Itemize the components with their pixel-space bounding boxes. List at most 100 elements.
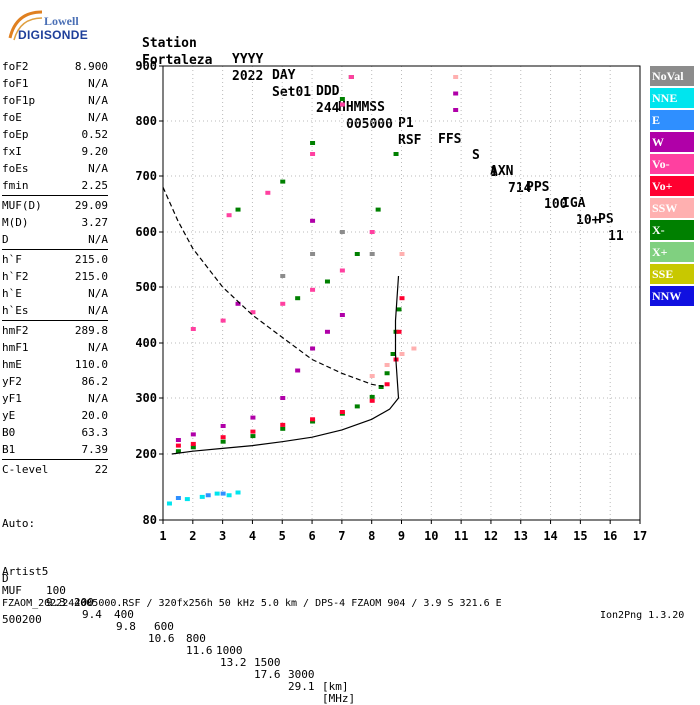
echo-point xyxy=(453,91,459,96)
param-value: N/A xyxy=(88,287,108,300)
legend-item: Vo- xyxy=(650,154,694,174)
echo-point xyxy=(250,415,256,420)
echo-point xyxy=(384,371,390,376)
echo-point xyxy=(280,301,286,306)
param-row: h`F 215.0 xyxy=(2,251,108,268)
x-tick-label: 5 xyxy=(279,529,286,543)
echo-point xyxy=(310,141,316,145)
param-name: hmF1 xyxy=(2,341,29,354)
echo-point xyxy=(369,394,375,399)
x-tick-label: 14 xyxy=(543,529,557,543)
echo-point xyxy=(339,102,345,107)
echo-point xyxy=(384,382,390,387)
muf-label: MUF xyxy=(2,584,22,597)
legend-item: NNW xyxy=(650,286,694,306)
header-label: HHMMSS xyxy=(338,100,385,115)
header-value: 714 xyxy=(508,181,532,196)
param-row: foEs N/A xyxy=(2,160,108,177)
ionogram-chart: 1 2 3 4 5 6 7 8 9 10 11 12 13 14 15 16 17802003004005006… xyxy=(135,59,647,543)
echo-point xyxy=(411,346,417,351)
distance-unit: [km] xyxy=(322,680,349,693)
param-value: 2.25 xyxy=(81,179,109,192)
logo-text-lowell: Lowell xyxy=(44,14,79,28)
echo-point xyxy=(250,429,256,434)
echo-point xyxy=(220,318,226,323)
header-label: S xyxy=(472,148,480,163)
param-name: M(D) xyxy=(2,216,29,229)
y-tick-label: 800 xyxy=(135,114,157,128)
x-tick-label: 2 xyxy=(189,529,196,543)
header-value: RSF xyxy=(398,133,422,148)
echo-point xyxy=(399,296,405,301)
echo-point xyxy=(190,432,196,437)
param-row: h`E N/A xyxy=(2,285,108,302)
echo-point xyxy=(199,494,205,499)
echo-point xyxy=(354,404,360,409)
echo-point xyxy=(226,213,232,218)
echo-point xyxy=(280,422,286,427)
param-row: fmin 2.25 xyxy=(2,177,108,194)
header-label: YYYY xyxy=(232,52,264,67)
echo-point xyxy=(175,438,181,442)
y-tick-label: 600 xyxy=(135,225,157,239)
legend-item: X- xyxy=(650,220,694,240)
param-name: hmE xyxy=(2,358,22,371)
echo-point xyxy=(226,493,232,498)
param-row: yE 20.0 xyxy=(2,407,108,424)
param-name: B1 xyxy=(2,443,16,456)
header-value: 1 xyxy=(490,165,498,180)
logo-arc-icon xyxy=(8,10,43,41)
param-row: MUF(D) 29.09 xyxy=(2,197,108,214)
header-value: 100 xyxy=(544,197,568,212)
param-value: 215.0 xyxy=(74,270,108,283)
x-tick-label: 12 xyxy=(484,529,498,543)
param-value: 22 xyxy=(94,463,108,476)
param-row: D N/A xyxy=(2,231,108,248)
param-row: h`F2 215.0 xyxy=(2,268,108,285)
param-value: N/A xyxy=(88,94,108,107)
legend-item: E xyxy=(650,110,694,130)
echo-point xyxy=(375,207,381,212)
param-name: yF2 xyxy=(2,375,22,388)
param-separator xyxy=(2,320,108,321)
legend-item: NNE xyxy=(650,88,694,108)
param-value: N/A xyxy=(88,341,108,354)
header-values-row: Fortaleza 2022 Set01 244 005000 RSF 1 71… xyxy=(142,37,624,245)
echo-point xyxy=(280,179,286,184)
param-row: h`Es N/A xyxy=(2,302,108,319)
echo-point xyxy=(280,426,286,431)
param-value: N/A xyxy=(88,111,108,124)
header-label: Station xyxy=(142,36,197,51)
echo-point xyxy=(324,279,330,284)
logo-text-digisonde: DIGISONDE xyxy=(18,28,89,42)
muf-value: 11.6 xyxy=(186,644,213,657)
header-value: 10+ xyxy=(576,213,600,228)
param-value: 86.2 xyxy=(81,375,109,388)
param-row: foF1p N/A xyxy=(2,92,108,109)
header-label: FFS xyxy=(438,132,462,147)
param-value: 289.8 xyxy=(74,324,108,337)
echo-point xyxy=(310,287,316,292)
header-labels-row: Station YYYY DAY DDD HHMMSS P1 FFS S AXN… xyxy=(142,20,614,228)
x-tick-label: 9 xyxy=(398,529,405,543)
x-tick-label: 13 xyxy=(514,529,528,543)
param-row: B0 63.3 xyxy=(2,424,108,441)
legend-item: NoVal xyxy=(650,66,694,86)
param-name: fmin xyxy=(2,179,29,192)
echo-point xyxy=(190,441,196,446)
echo-point xyxy=(339,410,345,414)
muf-value: 17.6 xyxy=(254,668,281,681)
echo-point xyxy=(166,501,172,506)
header-label: DDD xyxy=(316,84,340,99)
echo-point xyxy=(175,449,181,454)
auto-label: Auto: xyxy=(2,517,36,530)
y-tick-label: 80 xyxy=(143,513,157,527)
param-separator xyxy=(2,459,108,460)
distance-value: 400 xyxy=(114,608,134,621)
param-name: fxI xyxy=(2,145,22,158)
x-tick-label: 10 xyxy=(424,529,438,543)
polarization-legend: NoVal NNE E W Vo- Vo+ SSW X- X+ SSE NNW xyxy=(650,66,694,308)
echo-point xyxy=(250,434,256,439)
echo-point xyxy=(190,445,196,450)
param-value: 3.27 xyxy=(81,216,109,229)
